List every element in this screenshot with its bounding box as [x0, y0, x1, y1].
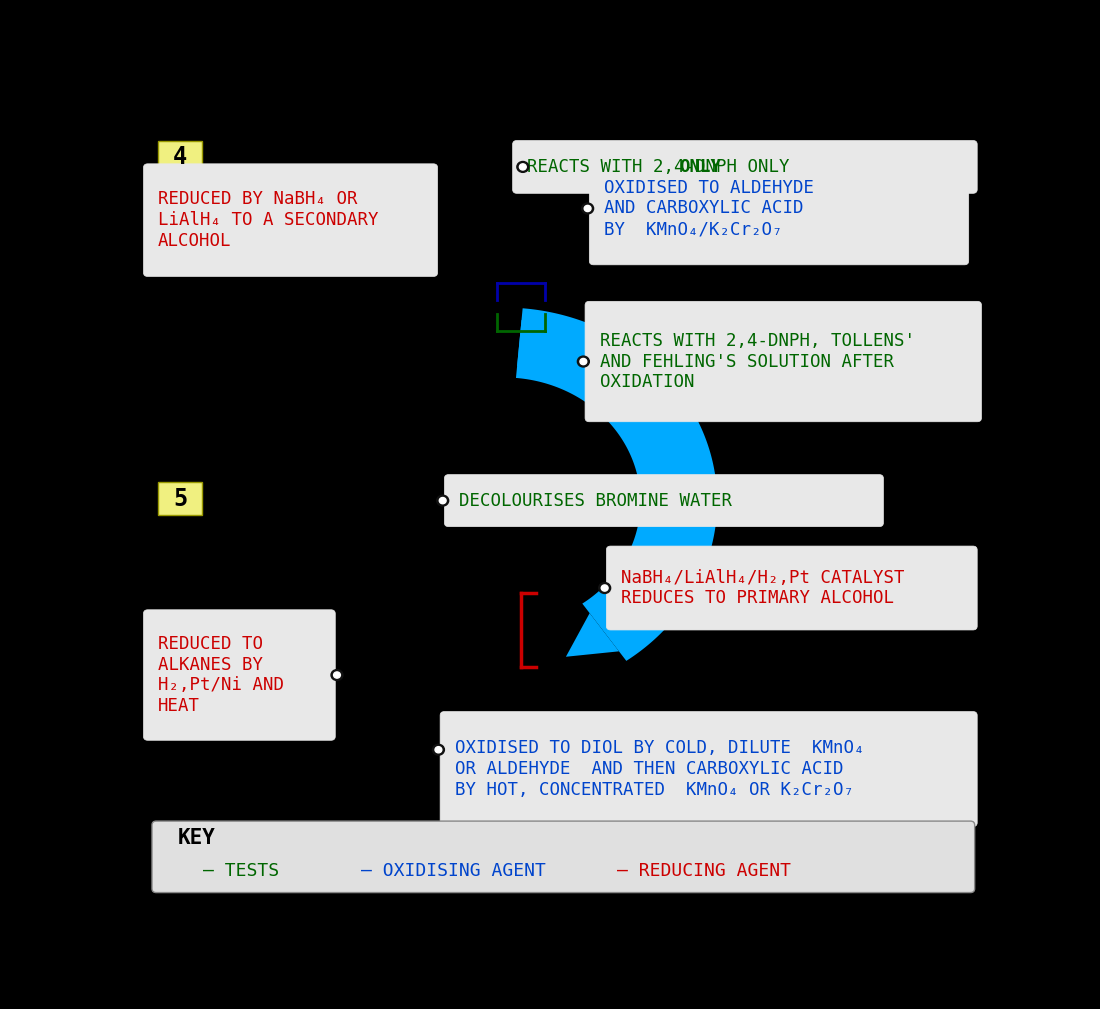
Polygon shape — [516, 309, 717, 661]
Text: KEY: KEY — [177, 827, 216, 848]
Text: REACTS WITH 2,4-DNPH, TOLLENS'
AND FEHLING'S SOLUTION AFTER
OXIDATION: REACTS WITH 2,4-DNPH, TOLLENS' AND FEHLI… — [600, 332, 914, 391]
FancyBboxPatch shape — [152, 821, 975, 893]
FancyBboxPatch shape — [444, 474, 883, 527]
Circle shape — [432, 745, 444, 755]
FancyBboxPatch shape — [590, 152, 969, 264]
Polygon shape — [565, 613, 619, 657]
Text: NaBH₄/LiAlH₄/H₂,Pt CATALYST
REDUCES TO PRIMARY ALCOHOL: NaBH₄/LiAlH₄/H₂,Pt CATALYST REDUCES TO P… — [620, 569, 904, 607]
Text: 4: 4 — [173, 145, 187, 169]
Text: DECOLOURISES BROMINE WATER: DECOLOURISES BROMINE WATER — [459, 491, 732, 510]
FancyBboxPatch shape — [606, 546, 977, 630]
Circle shape — [331, 670, 343, 680]
Text: — OXIDISING AGENT: — OXIDISING AGENT — [361, 862, 546, 880]
FancyBboxPatch shape — [158, 482, 202, 515]
Text: — TESTS: — TESTS — [204, 862, 279, 880]
Text: ONLY: ONLY — [680, 158, 722, 176]
FancyBboxPatch shape — [585, 302, 981, 422]
Circle shape — [437, 495, 449, 507]
Text: OXIDISED TO ALDEHYDE
AND CARBOXYLIC ACID
BY  KMnO₄/K₂Cr₂O₇: OXIDISED TO ALDEHYDE AND CARBOXYLIC ACID… — [604, 179, 814, 238]
Circle shape — [333, 672, 340, 678]
Text: 5: 5 — [173, 486, 187, 511]
FancyBboxPatch shape — [440, 711, 977, 826]
Polygon shape — [517, 320, 566, 366]
Circle shape — [519, 163, 526, 171]
Text: REDUCED BY NaBH₄ OR
LiAlH₄ TO A SECONDARY
ALCOHOL: REDUCED BY NaBH₄ OR LiAlH₄ TO A SECONDAR… — [158, 191, 378, 250]
Circle shape — [584, 206, 591, 212]
Text: — REDUCING AGENT: — REDUCING AGENT — [617, 862, 791, 880]
Circle shape — [598, 582, 611, 593]
Circle shape — [580, 358, 586, 364]
Circle shape — [439, 497, 447, 503]
Circle shape — [582, 203, 594, 214]
FancyBboxPatch shape — [143, 609, 336, 741]
Circle shape — [517, 161, 529, 173]
Text: OXIDISED TO DIOL BY COLD, DILUTE  KMnO₄
OR ALDEHYDE  AND THEN CARBOXYLIC ACID
BY: OXIDISED TO DIOL BY COLD, DILUTE KMnO₄ O… — [454, 740, 865, 799]
FancyBboxPatch shape — [513, 140, 977, 194]
Text: REDUCED TO
ALKANES BY
H₂,Pt/Ni AND
HEAT: REDUCED TO ALKANES BY H₂,Pt/Ni AND HEAT — [158, 635, 284, 715]
FancyBboxPatch shape — [158, 140, 202, 174]
FancyBboxPatch shape — [143, 163, 438, 276]
Circle shape — [602, 585, 608, 591]
Text: REACTS WITH 2,4-DNPH ONLY: REACTS WITH 2,4-DNPH ONLY — [527, 158, 790, 176]
Text: OH: OH — [441, 621, 464, 640]
Circle shape — [434, 747, 442, 753]
Circle shape — [578, 356, 590, 367]
